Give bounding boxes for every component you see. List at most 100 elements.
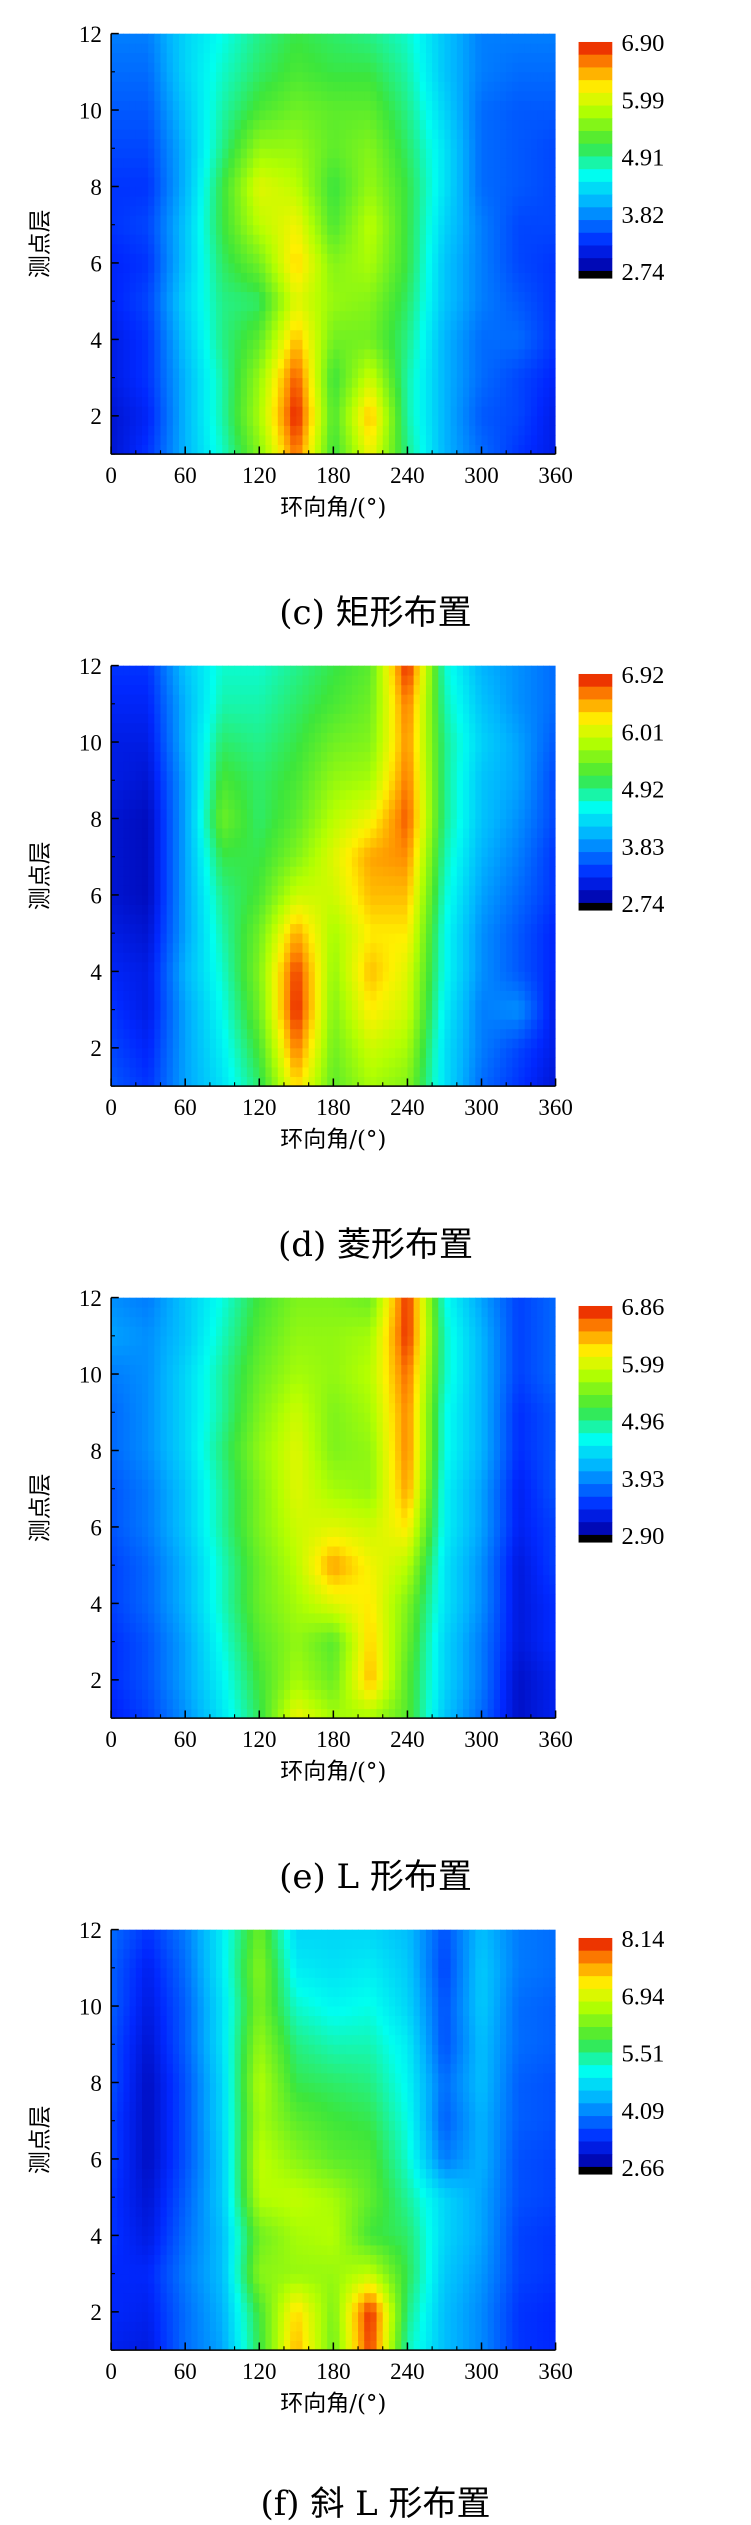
heatmap-cell [444, 62, 451, 72]
heatmap-cell [265, 962, 272, 972]
heatmap-cell [512, 359, 519, 369]
heatmap-cell [148, 780, 155, 790]
heatmap-cell [216, 110, 223, 120]
heatmap-cell [185, 282, 192, 292]
heatmap-cell [247, 704, 254, 714]
heatmap-cell [167, 742, 174, 752]
heatmap-cell [216, 1000, 223, 1010]
heatmap-cell [111, 991, 118, 1001]
heatmap-cell [290, 1077, 297, 1087]
heatmap-cell [290, 694, 297, 704]
heatmap-cell [543, 62, 550, 72]
heatmap-cell [389, 416, 396, 426]
heatmap-cell [228, 742, 235, 752]
heatmap-cell [340, 43, 347, 53]
heatmap-cell [191, 866, 198, 876]
heatmap-cell [148, 359, 155, 369]
heatmap-cell [191, 818, 198, 828]
heatmap-cell [444, 425, 451, 435]
heatmap-cell [154, 425, 161, 435]
heatmap-cell [216, 91, 223, 101]
heatmap-cell [309, 847, 316, 857]
heatmap-cell [216, 1057, 223, 1067]
heatmap-cell [426, 282, 433, 292]
heatmap-cell [142, 425, 149, 435]
heatmap-cell [130, 666, 137, 676]
heatmap-cell [123, 311, 130, 321]
heatmap-cell [358, 206, 365, 216]
heatmap-cell [407, 81, 414, 91]
heatmap-cell [210, 1077, 217, 1087]
heatmap-cell [154, 847, 161, 857]
heatmap-cell [179, 177, 186, 187]
heatmap-cell [198, 253, 205, 263]
heatmap-cell [352, 397, 359, 407]
heatmap-cell [210, 81, 217, 91]
heatmap-cell [278, 914, 285, 924]
heatmap-cell [253, 933, 260, 943]
heatmap-cell [228, 771, 235, 781]
heatmap-cell [525, 196, 532, 206]
heatmap-cell [117, 292, 124, 302]
heatmap-cell [531, 34, 538, 44]
heatmap-cell [167, 167, 174, 177]
heatmap-cell [340, 91, 347, 101]
heatmap-cell [247, 177, 254, 187]
heatmap-cell [321, 129, 328, 139]
heatmap-cell [216, 215, 223, 225]
heatmap-cell [265, 761, 272, 771]
heatmap-cell [315, 895, 322, 905]
heatmap-cell [383, 320, 390, 330]
heatmap-cell [198, 1077, 205, 1087]
heatmap-cell [228, 981, 235, 991]
heatmap-cell [222, 435, 229, 445]
heatmap-cell [543, 406, 550, 416]
heatmap-cell [130, 962, 137, 972]
heatmap-cell [333, 924, 340, 934]
heatmap-cell [198, 129, 205, 139]
heatmap-cell [259, 320, 266, 330]
heatmap-cell [167, 349, 174, 359]
heatmap-cell [278, 1067, 285, 1077]
heatmap-cell [321, 780, 328, 790]
heatmap-cell [438, 206, 445, 216]
heatmap-cell [228, 435, 235, 445]
heatmap-cell [161, 349, 168, 359]
heatmap-cell [210, 120, 217, 130]
heatmap-cell [272, 1019, 279, 1029]
heatmap-cell [327, 924, 334, 934]
heatmap-cell [198, 215, 205, 225]
heatmap-cell [383, 368, 390, 378]
heatmap-cell [340, 885, 347, 895]
heatmap-cell [167, 981, 174, 991]
heatmap-cell [259, 771, 266, 781]
heatmap-cell [278, 81, 285, 91]
heatmap-cell [370, 435, 377, 445]
heatmap-cell [302, 924, 309, 934]
heatmap-cell [123, 771, 130, 781]
colorbar-label: 5.99 [621, 87, 664, 114]
heatmap-cell [296, 72, 303, 82]
heatmap-cell [315, 818, 322, 828]
heatmap-cell [451, 158, 458, 168]
heatmap-cell [340, 1067, 347, 1077]
heatmap-cell [432, 368, 439, 378]
heatmap-cell [123, 838, 130, 848]
heatmap-cell [185, 234, 192, 244]
heatmap-cell [191, 685, 198, 695]
heatmap-cell [488, 253, 495, 263]
heatmap-cell [210, 34, 217, 44]
heatmap-cell [302, 244, 309, 254]
heatmap-cell [253, 962, 260, 972]
heatmap-cell [340, 397, 347, 407]
heatmap-cell [265, 225, 272, 235]
heatmap-cell [549, 206, 556, 216]
heatmap-cell [117, 368, 124, 378]
heatmap-cell [358, 139, 365, 149]
heatmap-cell [309, 186, 316, 196]
heatmap-cell [179, 1067, 186, 1077]
heatmap-cell [272, 675, 279, 685]
heatmap-cell [531, 196, 538, 206]
heatmap-cell [235, 425, 242, 435]
heatmap-cell [519, 263, 526, 273]
